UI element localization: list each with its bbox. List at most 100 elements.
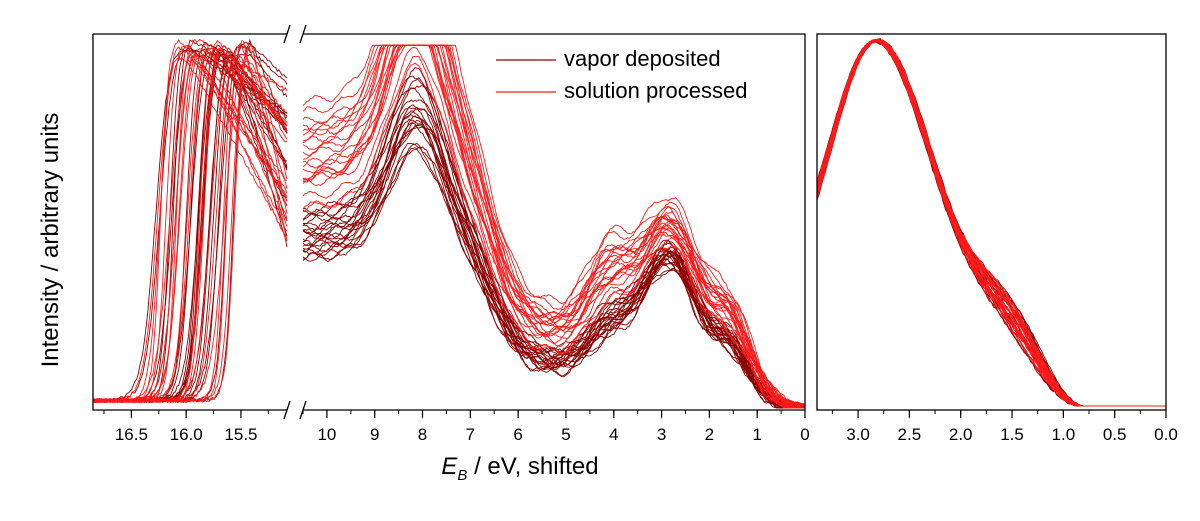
- vapor-deposited-curve: [816, 38, 1166, 407]
- vapor-deposited-curve: [816, 39, 1166, 407]
- vapor-deposited-curve: [816, 39, 1166, 407]
- solution-processed-curve: [816, 40, 1166, 407]
- vapor-deposited-curve: [816, 39, 1166, 407]
- valence-tick-label: 2: [705, 425, 714, 444]
- valence-tick-label: 0: [800, 425, 809, 444]
- solution-processed-curve: [816, 40, 1166, 407]
- vapor-deposited-curve: [302, 118, 806, 409]
- zoom-tick-label: 0.5: [1103, 425, 1127, 444]
- solution-processed-curve: [816, 39, 1166, 407]
- zoom-tick-label: 3.0: [846, 425, 870, 444]
- vapor-deposited-curve: [816, 40, 1166, 407]
- zoom-tick-label: 2.5: [898, 425, 922, 444]
- legend-label: solution processed: [564, 78, 747, 103]
- valence-tick-label: 10: [317, 425, 336, 444]
- valence-tick-label: 5: [561, 425, 570, 444]
- valence-tick-label: 3: [657, 425, 666, 444]
- x-axis-label-subscript: B: [457, 467, 467, 484]
- solution-processed-curve: [816, 40, 1166, 407]
- vapor-deposited-curve: [302, 142, 806, 409]
- vapor-deposited-curve: [302, 122, 806, 409]
- solution-processed-curve: [302, 44, 805, 409]
- zoom-tick-label: 0.0: [1154, 425, 1178, 444]
- vapor-deposited-curve: [816, 39, 1166, 407]
- vapor-deposited-curve: [816, 38, 1166, 407]
- solution-processed-curve: [816, 39, 1166, 407]
- vapor-deposited-curve: [302, 126, 805, 409]
- cutoff-tick-label: 16.0: [170, 425, 203, 444]
- zoom-tick-label: 1.5: [1000, 425, 1024, 444]
- solution-processed-curve: [302, 44, 806, 409]
- cutoff-tick-label: 15.5: [224, 425, 257, 444]
- vapor-deposited-curve: [816, 39, 1166, 407]
- solution-processed-curve: [302, 62, 805, 409]
- solution-processed-curve: [816, 40, 1166, 407]
- vapor-deposited-curve: [302, 104, 805, 409]
- solution-processed-curve: [816, 39, 1166, 407]
- solution-processed-curve: [816, 39, 1166, 407]
- solution-processed-curve: [302, 44, 805, 409]
- x-axis-label-text: / eV, shifted: [467, 453, 598, 480]
- axis-ticks: 16.5 16.0 15.5 10 9 8 7 6 5 4 3 2 1 0 3.0 2.5 2.0 1.5 1.0 0…: [103, 410, 1178, 444]
- solution-processed-curve: [816, 39, 1166, 407]
- frame-right-panel: [816, 33, 1167, 411]
- frame-main: [303, 33, 806, 411]
- solution-processed-curve: [816, 38, 1166, 407]
- solution-processed-curve: [816, 39, 1166, 407]
- solution-processed-curve: [816, 39, 1166, 407]
- vapor-deposited-curve: [816, 38, 1166, 407]
- vapor-deposited-curve: [816, 38, 1166, 407]
- solution-processed-curve: [302, 55, 805, 409]
- vapor-deposited-curve: [816, 39, 1166, 407]
- zoom-tick-label: 2.0: [949, 425, 973, 444]
- valence-curves: [302, 44, 806, 409]
- vapor-deposited-curve: [302, 147, 806, 409]
- solution-processed-curve: [302, 44, 805, 409]
- cutoff-curves: [92, 38, 288, 404]
- vapor-deposited-curve: [816, 40, 1166, 407]
- solution-processed-curve: [816, 39, 1166, 407]
- vapor-deposited-curve: [816, 39, 1166, 407]
- vapor-deposited-curve: [816, 40, 1166, 407]
- valence-tick-label: 7: [466, 425, 475, 444]
- solution-processed-curve: [302, 44, 805, 409]
- solution-processed-curve: [816, 39, 1166, 407]
- vapor-deposited-curve: [816, 39, 1166, 407]
- solution-processed-curve: [816, 40, 1166, 407]
- solution-processed-curve: [816, 38, 1166, 407]
- zoom-tick-label: 1.0: [1052, 425, 1076, 444]
- vapor-deposited-curve: [816, 39, 1166, 407]
- vapor-deposited-curve: [816, 39, 1166, 407]
- valence-tick-label: 8: [418, 425, 427, 444]
- x-axis-label: EB / eV, shifted: [441, 453, 598, 484]
- solution-processed-curve: [92, 53, 288, 404]
- solution-processed-curve: [92, 54, 288, 404]
- solution-processed-curve: [816, 38, 1166, 407]
- solution-processed-curve: [816, 40, 1166, 407]
- frame-left: [92, 34, 287, 411]
- solution-processed-curve: [816, 39, 1166, 407]
- cutoff-tick-label: 16.5: [115, 425, 148, 444]
- valence-tick-label: 9: [370, 425, 379, 444]
- axis-break-mark: [299, 24, 307, 44]
- valence-tick-label: 6: [513, 425, 522, 444]
- solution-processed-curve: [92, 39, 288, 403]
- solution-processed-curve: [816, 40, 1166, 407]
- y-axis-label: Intensity / arbitrary units: [37, 113, 64, 368]
- vapor-deposited-curve: [816, 39, 1166, 407]
- solution-processed-curve: [816, 39, 1166, 407]
- valence-tick-label: 4: [609, 425, 618, 444]
- zoom-curves: [816, 38, 1166, 407]
- vapor-deposited-curve: [302, 123, 805, 409]
- vapor-deposited-curve: [302, 115, 805, 409]
- axes-frames: [92, 24, 1167, 420]
- vapor-deposited-curve: [816, 38, 1166, 407]
- x-axis-label-symbol: E: [441, 453, 458, 480]
- solution-processed-curve: [302, 44, 806, 409]
- solution-processed-curve: [302, 44, 805, 409]
- vapor-deposited-curve: [816, 40, 1166, 407]
- vapor-deposited-curve: [302, 114, 806, 409]
- legend: vapor deposited solution processed: [496, 46, 747, 103]
- legend-label: vapor deposited: [564, 46, 721, 71]
- solution-processed-curve: [92, 56, 288, 403]
